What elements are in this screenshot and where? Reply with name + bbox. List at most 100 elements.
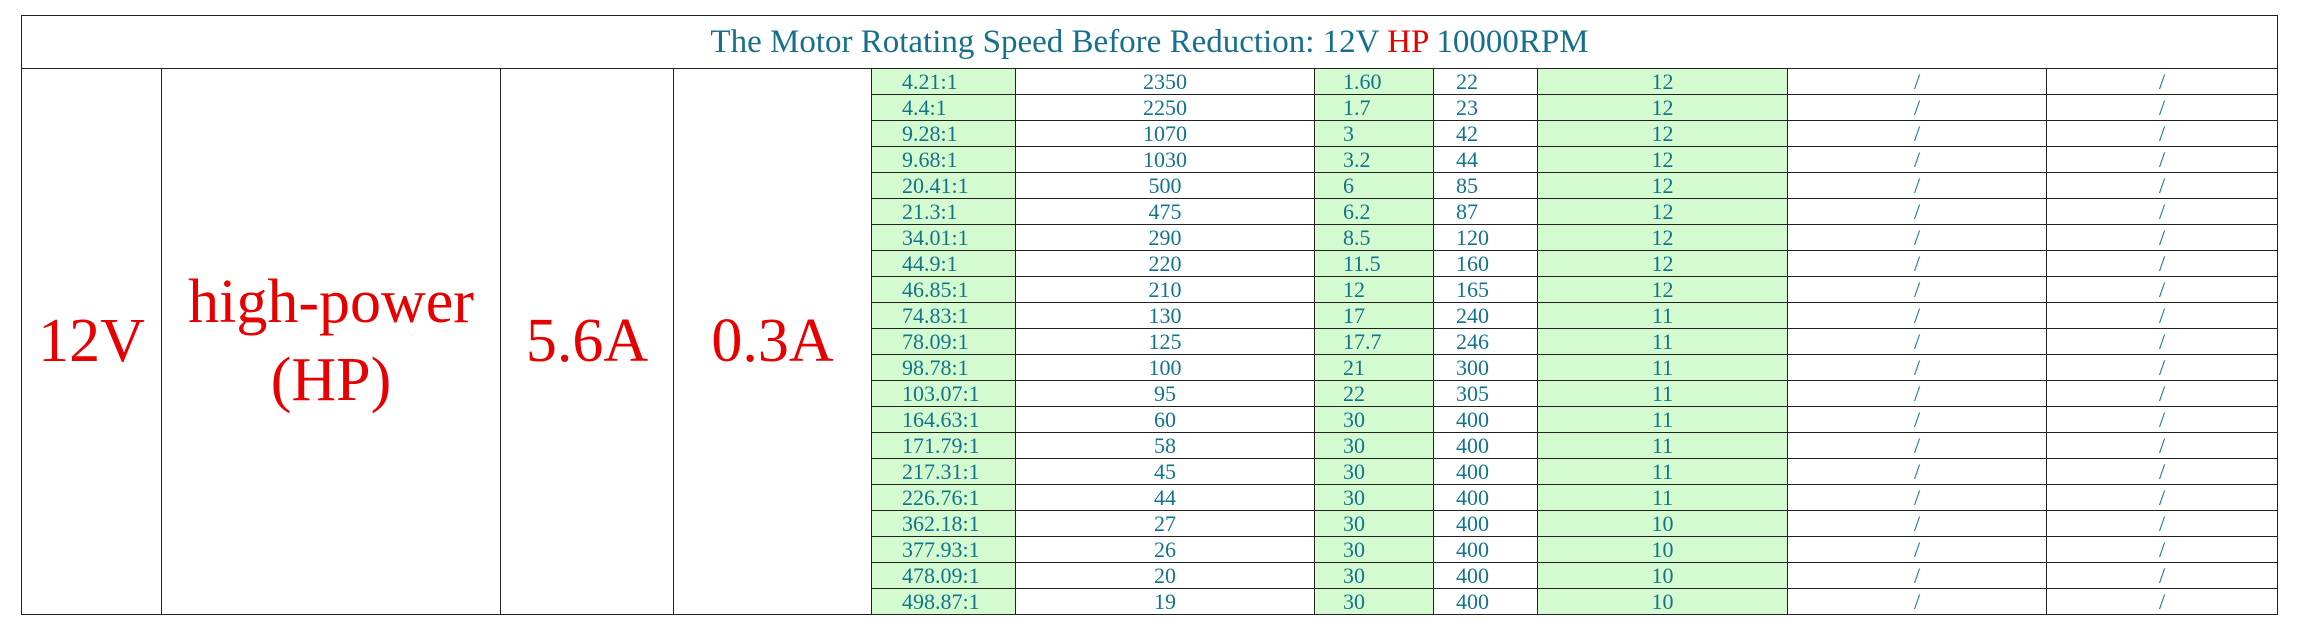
- data-row: 226.76:1 44 30 400 11//: [22, 484, 2278, 511]
- data-cell: 30: [1314, 458, 1434, 485]
- data-cell: /: [1787, 432, 2047, 459]
- data-cell: 171.79:1: [871, 432, 1016, 459]
- data-cell: 78.09:1: [871, 328, 1016, 355]
- data-cell: 85: [1433, 172, 1538, 199]
- data-cell: /: [2046, 354, 2278, 381]
- data-cell: /: [1787, 354, 2047, 381]
- data-cell: /: [1787, 380, 2047, 407]
- data-cell: 30: [1314, 432, 1434, 459]
- data-cell: 6: [1314, 172, 1434, 199]
- data-cell: 11: [1537, 484, 1788, 511]
- data-cell: 500: [1015, 172, 1315, 199]
- data-cell: /: [2046, 484, 2278, 511]
- data-cell: 20: [1015, 562, 1315, 589]
- data-cell: 30: [1314, 588, 1434, 615]
- data-cell: /: [2046, 432, 2278, 459]
- data-cell: 30: [1314, 484, 1434, 511]
- data-cell: 400: [1433, 510, 1538, 537]
- data-cell: /: [2046, 94, 2278, 121]
- data-cell: 12: [1537, 198, 1788, 225]
- spec-cell: high-power (HP): [161, 68, 501, 615]
- data-cell: 10: [1537, 536, 1788, 563]
- data-cell: 498.87:1: [871, 588, 1016, 615]
- data-row: 78.09:1 125 17.7 246 11//: [22, 328, 2278, 355]
- data-cell: /: [1787, 146, 2047, 173]
- data-cell: 103.07:1: [871, 380, 1016, 407]
- data-cell: 44: [1433, 146, 1538, 173]
- data-cell: /: [2046, 458, 2278, 485]
- data-row: 46.85:1 210 12 165 12//: [22, 276, 2278, 303]
- data-cell: 26: [1015, 536, 1315, 563]
- data-cell: 22: [1433, 68, 1538, 95]
- data-cell: 20.41:1: [871, 172, 1016, 199]
- data-cell: 11: [1537, 354, 1788, 381]
- data-cell: /: [1787, 250, 2047, 277]
- data-cell: /: [1787, 94, 2047, 121]
- data-cell: 246: [1433, 328, 1538, 355]
- data-cell: 400: [1433, 588, 1538, 615]
- data-cell: /: [1787, 120, 2047, 147]
- title-text: The Motor Rotating Speed Before Reductio…: [710, 23, 1388, 60]
- data-cell: 362.18:1: [871, 510, 1016, 537]
- data-cell: 10: [1537, 562, 1788, 589]
- data-row: 20.41:1 500 6 85 12//: [22, 172, 2278, 199]
- data-cell: 125: [1015, 328, 1315, 355]
- data-cell: 120: [1433, 224, 1538, 251]
- data-row: 74.83:1 130 17 240 11//: [22, 302, 2278, 329]
- data-cell: /: [1787, 510, 2047, 537]
- data-row: 9.28:1 1070 3 42 12//: [22, 120, 2278, 147]
- spec-cell: 12V: [21, 68, 162, 615]
- data-cell: /: [1787, 68, 2047, 95]
- data-cell: 34.01:1: [871, 224, 1016, 251]
- data-cell: /: [2046, 588, 2278, 615]
- data-cell: 21: [1314, 354, 1434, 381]
- data-cell: 27: [1015, 510, 1315, 537]
- data-cell: 17: [1314, 302, 1434, 329]
- data-cell: 130: [1015, 302, 1315, 329]
- data-cell: /: [2046, 328, 2278, 355]
- data-row: 4.4:1 2250 1.7 23 12//: [22, 94, 2278, 121]
- data-cell: /: [2046, 146, 2278, 173]
- data-cell: /: [1787, 328, 2047, 355]
- data-cell: 220: [1015, 250, 1315, 277]
- data-cell: /: [2046, 120, 2278, 147]
- data-cell: 11: [1537, 432, 1788, 459]
- data-cell: 11: [1537, 380, 1788, 407]
- data-cell: 74.83:1: [871, 302, 1016, 329]
- data-cell: 1030: [1015, 146, 1315, 173]
- data-cell: /: [1787, 588, 2047, 615]
- data-cell: 11: [1537, 302, 1788, 329]
- data-cell: /: [2046, 406, 2278, 433]
- data-row: 44.9:1 220 11.5 160 12//: [22, 250, 2278, 277]
- data-cell: /: [1787, 406, 2047, 433]
- data-cell: 1.60: [1314, 68, 1434, 95]
- data-cell: 45: [1015, 458, 1315, 485]
- data-cell: 12: [1537, 172, 1788, 199]
- data-cell: 164.63:1: [871, 406, 1016, 433]
- data-cell: 12: [1537, 250, 1788, 277]
- data-cell: 400: [1433, 458, 1538, 485]
- data-cell: /: [1787, 276, 2047, 303]
- data-cell: 12: [1537, 224, 1788, 251]
- data-cell: 12: [1537, 276, 1788, 303]
- data-cell: /: [2046, 250, 2278, 277]
- data-cell: 42: [1433, 120, 1538, 147]
- data-cell: 8.5: [1314, 224, 1434, 251]
- data-cell: 1070: [1015, 120, 1315, 147]
- data-cell: 226.76:1: [871, 484, 1016, 511]
- data-cell: 6.2: [1314, 198, 1434, 225]
- data-cell: 4.4:1: [871, 94, 1016, 121]
- data-cell: 1.7: [1314, 94, 1434, 121]
- data-cell: 3: [1314, 120, 1434, 147]
- data-cell: 30: [1314, 510, 1434, 537]
- data-cell: 478.09:1: [871, 562, 1016, 589]
- data-cell: 95: [1015, 380, 1315, 407]
- spec-table: The Motor Rotating Speed Before Reductio…: [21, 15, 2278, 615]
- data-cell: /: [2046, 380, 2278, 407]
- data-row: 164.63:1 60 30 400 11//: [22, 406, 2278, 433]
- data-row: 377.93:1 26 30 400 10//: [22, 536, 2278, 563]
- data-row: 103.07:1 95 22 305 11//: [22, 380, 2278, 407]
- spec-cell: 0.3A: [673, 68, 872, 615]
- data-cell: /: [2046, 302, 2278, 329]
